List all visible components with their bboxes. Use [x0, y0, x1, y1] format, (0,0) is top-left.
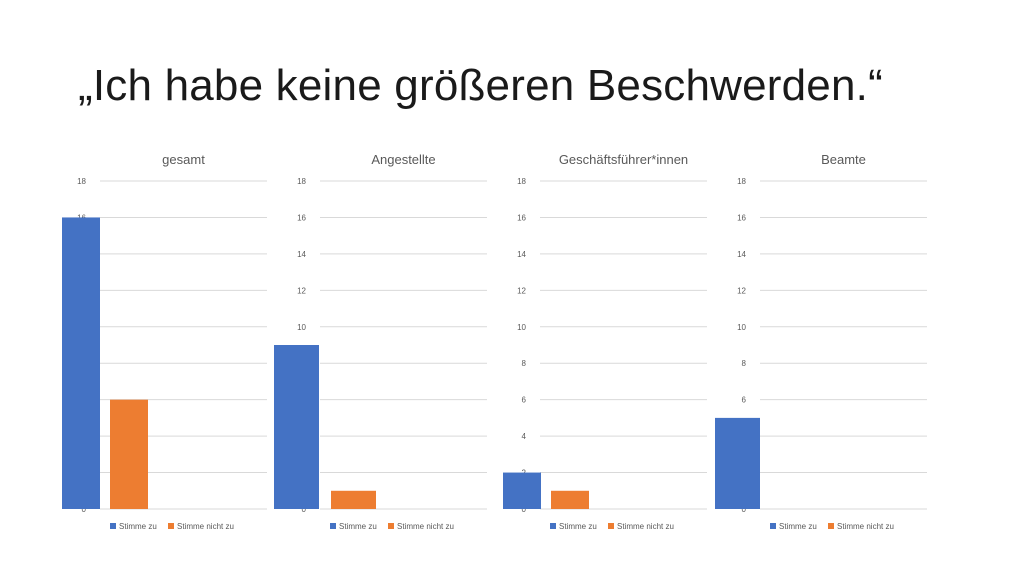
- y-tick-label: 14: [517, 250, 526, 259]
- legend-label: Stimme nicht zu: [397, 522, 454, 531]
- bar-stimme-zu: [503, 472, 541, 509]
- y-tick-label: 0: [302, 505, 307, 514]
- y-tick-label: 10: [517, 323, 526, 332]
- y-tick-label: 0: [522, 505, 527, 514]
- y-tick-label: 0: [82, 505, 87, 514]
- chart-title: Angestellte: [371, 152, 435, 167]
- y-tick-label: 10: [297, 323, 306, 332]
- bar-stimme-zu: [274, 345, 319, 509]
- y-tick-label: 16: [297, 213, 306, 222]
- bar-stimme-nicht-zu: [110, 399, 148, 509]
- legend-swatch: [608, 523, 614, 529]
- y-tick-label: 6: [742, 396, 747, 405]
- y-tick-label: 6: [522, 396, 527, 405]
- chart-geschaeftsfuehrer: Geschäftsführer*innen024681012141618Stim…: [503, 152, 707, 531]
- slide-title: „Ich habe keine größeren Beschwerden.“: [78, 61, 883, 110]
- legend-label: Stimme zu: [559, 522, 597, 531]
- bar-stimme-zu: [62, 217, 100, 509]
- legend-swatch: [110, 523, 116, 529]
- y-tick-label: 12: [737, 286, 746, 295]
- y-tick-label: 12: [297, 286, 306, 295]
- legend-swatch: [770, 523, 776, 529]
- y-tick-label: 0: [742, 505, 747, 514]
- y-tick-label: 16: [737, 213, 746, 222]
- chart-title: gesamt: [162, 152, 205, 167]
- y-tick-label: 18: [77, 177, 86, 186]
- y-tick-label: 8: [522, 359, 527, 368]
- y-tick-label: 18: [737, 177, 746, 186]
- y-tick-label: 10: [737, 323, 746, 332]
- chart-title: Geschäftsführer*innen: [559, 152, 688, 167]
- y-tick-label: 18: [517, 177, 526, 186]
- legend-label: Stimme zu: [119, 522, 157, 531]
- legend-label: Stimme zu: [339, 522, 377, 531]
- y-tick-label: 4: [522, 432, 527, 441]
- legend-label: Stimme nicht zu: [837, 522, 894, 531]
- bar-stimme-nicht-zu: [331, 490, 376, 509]
- chart-angestellte: Angestellte024681012141618Stimme zuStimm…: [274, 152, 487, 531]
- legend-swatch: [828, 523, 834, 529]
- legend-swatch: [550, 523, 556, 529]
- y-tick-label: 14: [737, 250, 746, 259]
- legend-swatch: [168, 523, 174, 529]
- y-tick-label: 8: [742, 359, 747, 368]
- legend-swatch: [388, 523, 394, 529]
- legend-swatch: [330, 523, 336, 529]
- chart-title: Beamte: [821, 152, 866, 167]
- y-tick-label: 16: [517, 213, 526, 222]
- y-tick-label: 14: [297, 250, 306, 259]
- legend-label: Stimme nicht zu: [177, 522, 234, 531]
- bar-stimme-nicht-zu: [551, 490, 589, 509]
- y-tick-label: 18: [297, 177, 306, 186]
- y-tick-label: 12: [517, 286, 526, 295]
- legend-label: Stimme zu: [779, 522, 817, 531]
- legend-label: Stimme nicht zu: [617, 522, 674, 531]
- bar-stimme-zu: [715, 417, 760, 509]
